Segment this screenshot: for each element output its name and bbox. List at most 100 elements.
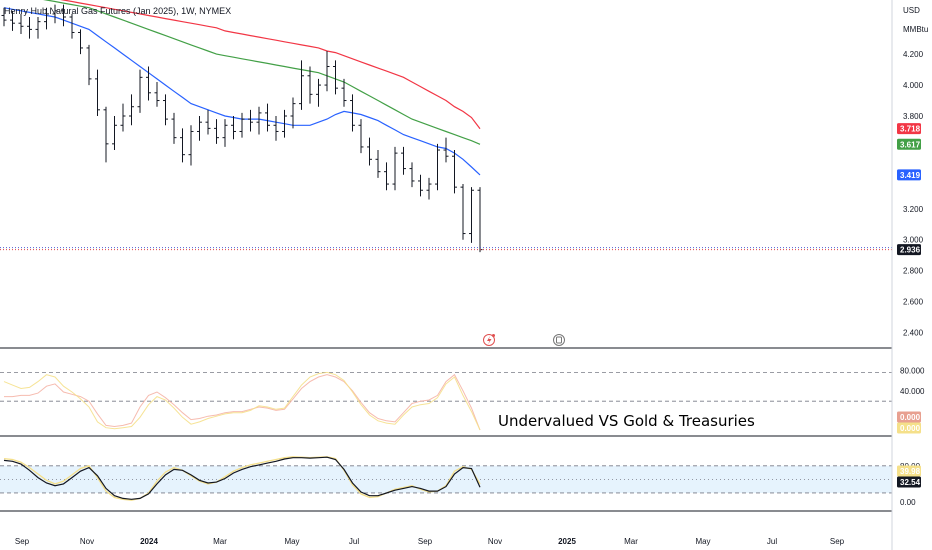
ohlc-bar [239, 112, 245, 138]
price-tick-label: 3.000 [903, 236, 924, 245]
chart-title: Henry Hub Natural Gas Futures (Jan 2025)… [4, 6, 231, 16]
price-tick-label: 2.800 [903, 267, 924, 276]
ma-line-green [43, 0, 481, 145]
ohlc-bar [78, 29, 83, 55]
ohlc-bar [61, 4, 66, 27]
ohlc-bar [205, 109, 211, 135]
ohlc-bar [452, 150, 457, 194]
ohlc-bar [27, 17, 32, 39]
ohlc-bar [375, 150, 381, 178]
time-axis-label: Jul [349, 537, 359, 546]
price-pane[interactable]: Henry Hub Natural Gas Futures (Jan 2025)… [0, 0, 892, 349]
axis-tag-rsi-b: 0.000 [897, 422, 921, 434]
axis-tag-stoch-k: 39.98 [897, 465, 921, 477]
dividend-event-icon[interactable] [553, 334, 565, 346]
ohlc-bar [350, 94, 355, 132]
axis-tag-box [897, 476, 921, 488]
price-tick-label: 2.400 [903, 329, 924, 338]
price-tick-label: 4.200 [903, 50, 924, 59]
ohlc-bar [443, 137, 449, 163]
ohlc-bar [307, 66, 313, 104]
ohlc-bar [120, 103, 126, 132]
ohlc-bar [44, 7, 49, 30]
axis-tag-value: 32.54 [900, 478, 921, 487]
ohlc-bar [95, 69, 100, 116]
ohlc-bar [129, 94, 134, 126]
ohlc-bar [401, 146, 406, 175]
ohlc-bar [358, 119, 364, 154]
ohlc-bar [384, 162, 389, 191]
ohlc-bar [35, 17, 41, 39]
stoch-k-line [3, 456, 481, 501]
axis-tag-ma-red: 3.718 [897, 123, 921, 135]
time-axis-label: Mar [213, 537, 227, 546]
stoch-pane[interactable] [0, 456, 892, 512]
ohlc-bar [18, 13, 24, 35]
ohlc-bar [273, 116, 279, 141]
ohlc-bar [222, 119, 228, 147]
time-axis-label: Mar [624, 537, 638, 546]
ohlc-bar [324, 51, 330, 92]
time-axis-label: Nov [488, 537, 502, 546]
time-axis-label: Sep [830, 537, 845, 546]
time-axis-label: May [695, 537, 710, 546]
axis-tag-value: 39.98 [900, 467, 921, 476]
ohlc-bar [180, 128, 185, 163]
ohlc-bar [282, 109, 287, 138]
axis-tag-last-price: 2.936 [897, 244, 921, 256]
ohlc-bar [171, 112, 177, 144]
ohlc-bar [256, 106, 262, 135]
ohlc-bar [460, 184, 466, 240]
ohlc-bar [112, 116, 117, 151]
axis-tag-box [897, 123, 921, 135]
ohlc-bar [435, 143, 440, 191]
rsi-tick-label: 80.000 [900, 366, 925, 375]
ohlc-bar [86, 44, 92, 86]
axis-tag-rsi-a: 0.000 [897, 411, 921, 423]
ohlc-bar [231, 116, 236, 140]
ohlc-bar [367, 137, 372, 166]
stoch-band [0, 465, 892, 493]
ma-line-red [60, 0, 481, 130]
chart-annotation[interactable]: Undervalued VS Gold & Treasuries [498, 412, 755, 430]
price-tick-label: 4.000 [903, 81, 924, 90]
ohlc-bar [188, 125, 194, 166]
ohlc-bar [469, 187, 474, 243]
time-axis-label: Sep [418, 537, 433, 546]
axis-tag-box [897, 465, 921, 477]
time-axis-label: 2024 [140, 537, 158, 546]
axis-tag-stoch-d: 32.54 [897, 476, 921, 488]
price-axis[interactable]: USD MMBtu 4.200 4.000 3.800 3.200 3.000 2.800… [891, 0, 928, 550]
ohlc-bar [103, 106, 109, 163]
stoch-lines [3, 456, 481, 501]
time-axis-label: May [284, 537, 299, 546]
ohlc-bar [163, 94, 168, 126]
ohlc-bar [299, 60, 304, 110]
ohlc-bar [265, 103, 270, 132]
rsi-ticks: 80.000 40.000 [900, 366, 925, 396]
lightning-event-icon[interactable] [483, 334, 496, 346]
price-tick-label: 3.200 [903, 205, 924, 214]
rsi-tick-label: 40.000 [900, 387, 925, 396]
time-axis[interactable]: Sep Nov 2024 Mar May Jul Sep Nov 2025 Mar May Jul Se… [15, 537, 845, 546]
axis-tag-box [897, 411, 921, 423]
time-axis-label: Sep [15, 537, 30, 546]
moving-averages [3, 0, 481, 176]
axis-tag-box [897, 422, 921, 434]
price-tick-label: 3.800 [903, 112, 924, 121]
rsi-lines [3, 371, 481, 431]
ohlc-bar [69, 13, 75, 39]
rsi-line-b [3, 371, 481, 431]
ohlc-bar [10, 10, 15, 31]
rsi-pane[interactable]: Undervalued VS Gold & Treasuries [0, 371, 892, 437]
axis-tag-value: 3.718 [900, 125, 921, 134]
stoch-d-line [3, 456, 481, 500]
ohlc-bar [409, 162, 415, 188]
ohlc-bar [1, 7, 7, 27]
axis-tag-ma-blue: 3.419 [897, 169, 921, 181]
ohlc-bar [154, 81, 160, 107]
axis-tag-value: 0.000 [900, 424, 921, 433]
ohlc-bar [426, 177, 432, 200]
currency-label: USD [903, 6, 920, 15]
